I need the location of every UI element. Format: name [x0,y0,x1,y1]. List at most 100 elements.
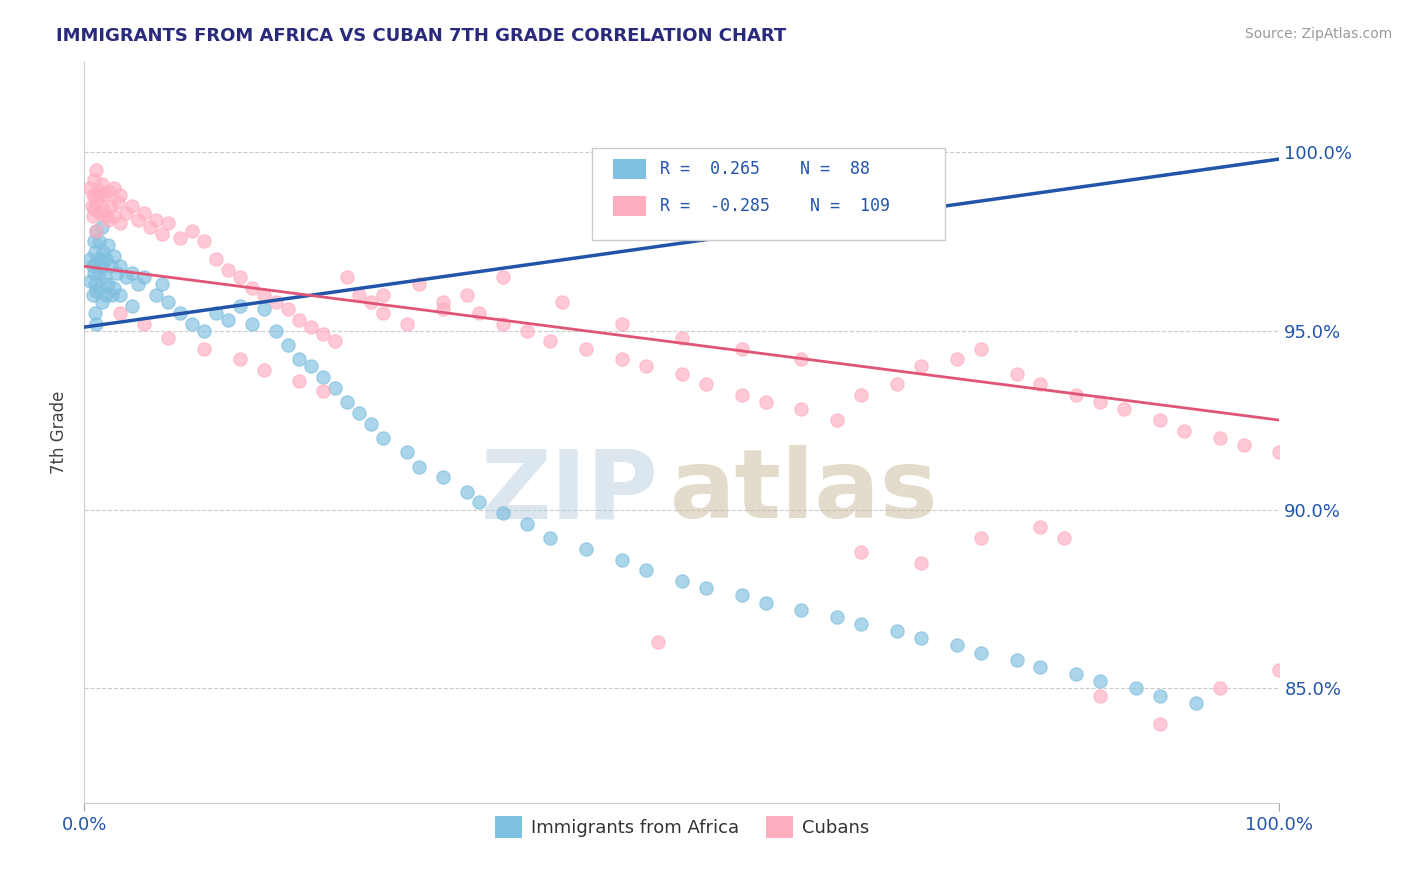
Point [575,342,598,356]
Point [516,324,538,338]
Point [145,212,167,227]
Point [1173,424,1195,438]
Text: R =  -0.285    N =  109: R = -0.285 N = 109 [661,197,890,215]
Point [408,459,430,474]
Point [100,260,122,274]
Point [1149,413,1171,427]
Point [86,223,108,237]
Point [205,306,228,320]
Point [851,388,873,402]
Point [671,574,693,588]
Point [91,219,114,234]
Point [84,245,107,260]
Text: IMMIGRANTS FROM AFRICA VS CUBAN 7TH GRADE CORRELATION CHART: IMMIGRANTS FROM AFRICA VS CUBAN 7TH GRAD… [56,27,786,45]
Point [373,431,395,445]
Point [468,306,491,320]
Legend: Immigrants from Africa, Cubans: Immigrants from Africa, Cubans [488,809,876,846]
Point [83,202,105,216]
FancyBboxPatch shape [592,147,945,240]
Point [121,198,143,212]
Point [886,377,908,392]
Point [970,342,993,356]
Point [827,609,849,624]
Point [110,187,132,202]
Point [110,306,132,320]
Point [731,342,754,356]
Text: R =  0.265    N =  88: R = 0.265 N = 88 [661,160,870,178]
Point [1209,681,1232,696]
Point [492,270,515,285]
Point [349,288,371,302]
Point [851,617,873,632]
Point [253,288,276,302]
Point [97,212,120,227]
Point [1029,660,1052,674]
Point [790,602,813,616]
Point [169,306,191,320]
Point [325,381,347,395]
Point [157,295,180,310]
Point [157,216,180,230]
Point [91,260,114,274]
Point [1005,653,1028,667]
Point [540,531,562,545]
Point [103,281,125,295]
Point [970,531,993,545]
Text: atlas: atlas [671,445,939,539]
Point [193,234,215,248]
Point [86,285,108,299]
Point [86,162,108,177]
Point [79,252,101,267]
Point [181,223,204,237]
Point [325,334,347,349]
Point [731,588,754,602]
Point [1029,377,1052,392]
Point [121,267,143,281]
Point [93,245,115,260]
Point [86,194,108,209]
Point [127,277,149,292]
Point [93,202,115,216]
Point [82,187,104,202]
Point [83,234,105,248]
Point [93,187,115,202]
Point [86,223,108,237]
Point [139,219,162,234]
Point [110,288,132,302]
Point [87,184,110,198]
Point [264,295,287,310]
Point [150,277,173,292]
Point [110,216,132,230]
Point [84,306,107,320]
Point [540,334,562,349]
Point [229,270,252,285]
Point [827,413,849,427]
Point [647,635,669,649]
Point [731,388,754,402]
Point [97,184,120,198]
Point [1233,438,1256,452]
Point [89,281,111,295]
Point [301,359,323,374]
Point [910,632,932,646]
Point [671,331,693,345]
Point [217,313,239,327]
Point [103,209,125,223]
Point [103,249,125,263]
Point [82,260,104,274]
Point [312,384,335,399]
Point [456,288,478,302]
Point [101,288,124,302]
Point [349,406,371,420]
Point [97,277,120,292]
Point [1029,520,1052,534]
Point [1053,531,1076,545]
Point [217,263,239,277]
Point [277,302,299,317]
Point [253,302,276,317]
Point [312,370,335,384]
Point [1066,667,1088,681]
Point [89,252,111,267]
Point [91,295,114,310]
Point [1066,388,1088,402]
